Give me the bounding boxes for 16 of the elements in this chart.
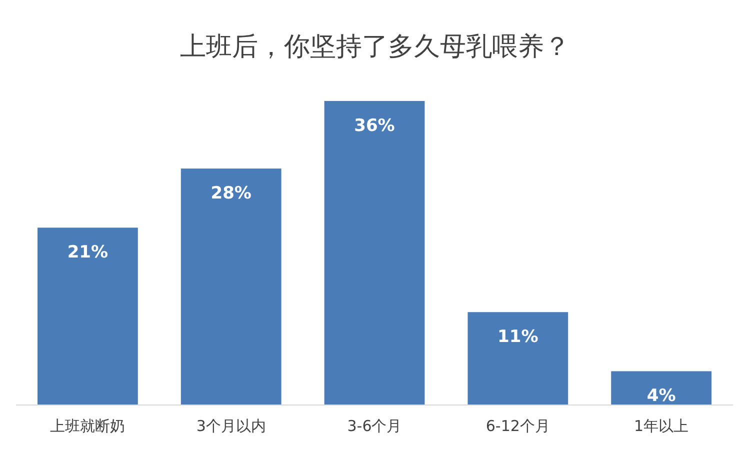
x-tick-label: 3个月以内 <box>196 417 266 435</box>
data-label: 28% <box>210 184 252 204</box>
data-label: 21% <box>67 242 108 263</box>
bar <box>324 101 425 405</box>
bar <box>468 312 568 405</box>
bar <box>180 168 282 405</box>
data-label: 11% <box>498 327 538 348</box>
x-tick-label: 上班就断奶 <box>50 417 126 435</box>
bar <box>611 371 712 405</box>
data-label: 36% <box>354 116 395 136</box>
data-label: 4% <box>646 386 676 406</box>
x-tick-label: 6-12个月 <box>486 417 550 435</box>
x-tick-label: 3-6个月 <box>347 417 402 435</box>
x-tick-label: 1年以上 <box>634 417 689 435</box>
chart-title: 上班后，你坚持了多久母乳喂养？ <box>180 32 570 62</box>
bar <box>38 228 138 405</box>
